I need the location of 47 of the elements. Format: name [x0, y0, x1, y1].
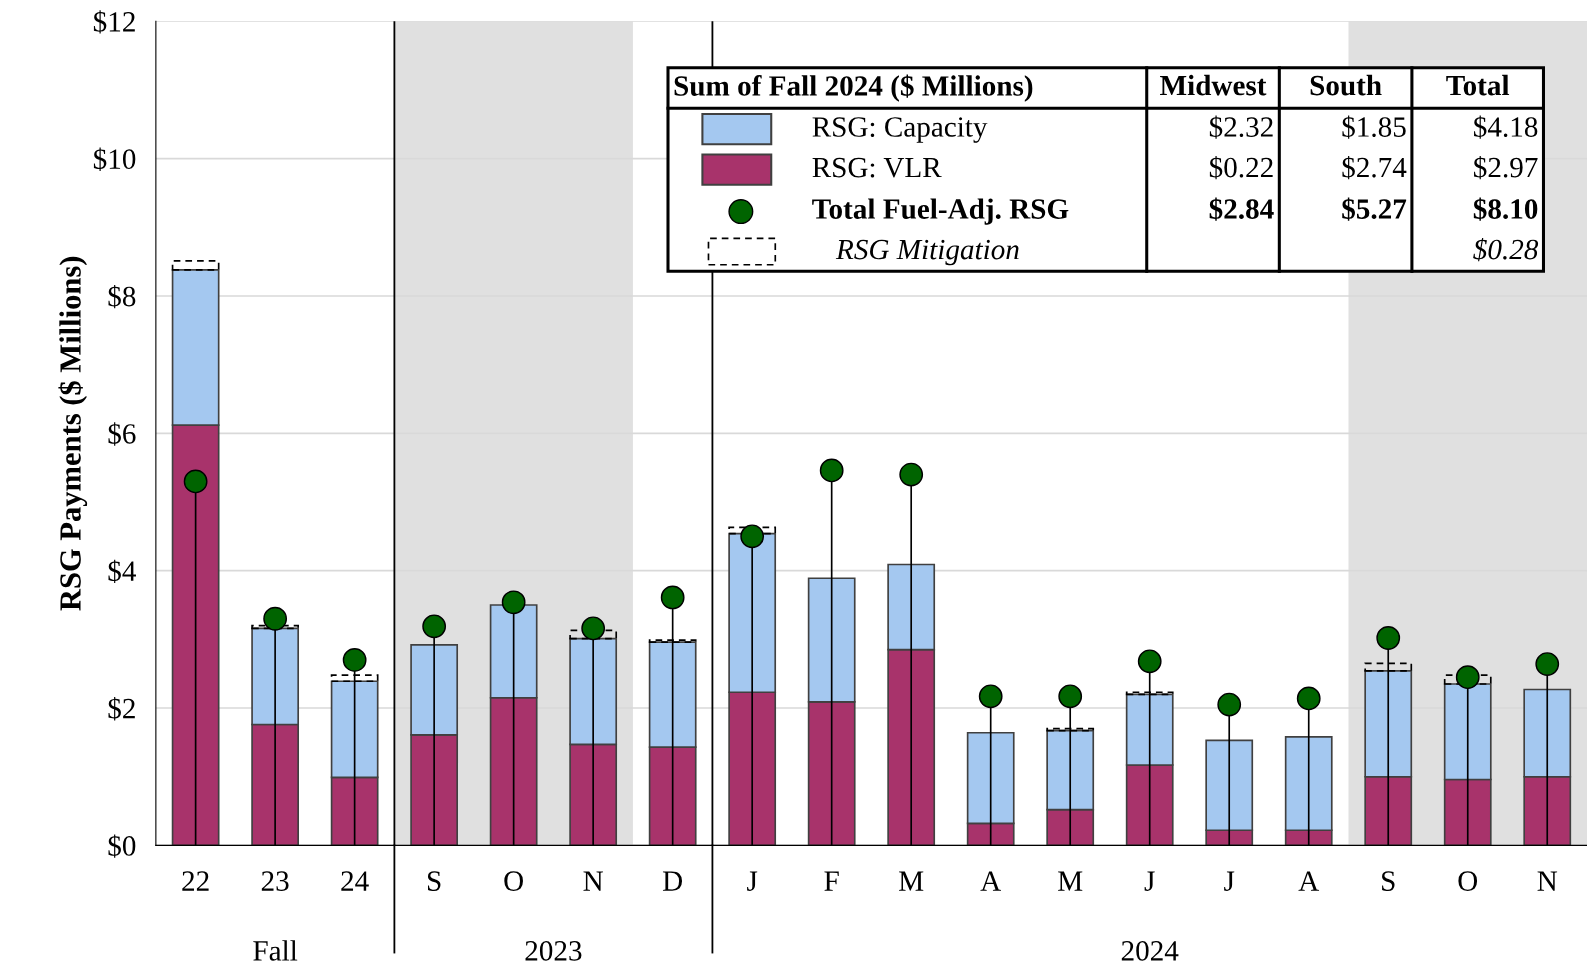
annotation: $0.28: [1473, 237, 1539, 262]
x-tick-label: S: [1382, 871, 1395, 891]
x-tick-label: J: [1144, 871, 1155, 891]
x-tick-label: M: [1058, 871, 1083, 891]
x-tick-label: S: [427, 871, 441, 891]
legend-label: RSG: Capacity: [812, 117, 988, 143]
x-tick-label: N: [583, 871, 604, 891]
annotation: $5.27: [1342, 197, 1407, 221]
annotation: $2.97: [1474, 155, 1538, 180]
legend-label: RSG: VLR: [812, 157, 942, 178]
x-tick-label: N: [1537, 871, 1558, 891]
x-tick-label: 22: [182, 871, 209, 891]
x-tick-label: 23: [261, 871, 289, 891]
y-tick-label: $10: [93, 147, 136, 171]
legend-label: RSG Mitigation: [835, 239, 1019, 266]
y-tick-label: $8: [108, 284, 136, 309]
annotation: South: [1310, 74, 1382, 96]
x-tick-label: 24: [341, 871, 369, 891]
x-tick-label: A: [980, 871, 1002, 891]
y-axis-title: RSG Payments ($ Millions): [58, 256, 88, 611]
annotation: Total: [1446, 74, 1510, 96]
x-tick-label: D: [662, 871, 683, 891]
y-tick-label: $0: [108, 834, 136, 858]
y-tick-label: $4: [108, 559, 136, 584]
x-tick-label: A: [1298, 871, 1320, 891]
legend-label: Total Fuel-Adj. RSG: [812, 198, 1069, 225]
annotation: $8.10: [1473, 197, 1538, 221]
annotation: $2.32: [1209, 115, 1273, 139]
annotation: Midwest: [1160, 74, 1267, 96]
annotation: $2.74: [1342, 155, 1407, 180]
annotation: $0.22: [1209, 155, 1273, 180]
x-tick-label: F: [824, 871, 839, 891]
y-tick-label: $6: [108, 422, 136, 446]
x-tick-label: J: [747, 871, 758, 891]
x-tick-label: M: [899, 871, 924, 891]
text: 2023: [525, 941, 582, 961]
annotation: $1.85: [1342, 115, 1406, 139]
y-tick-label: $2: [108, 697, 135, 721]
y-tick-label: $12: [93, 10, 135, 34]
annotation: Sum of Fall 2024 ($ Millions): [674, 74, 1033, 102]
x-tick-label: O: [504, 871, 523, 891]
annotation: $4.18: [1474, 115, 1538, 139]
x-tick-label: J: [1224, 871, 1235, 891]
annotation: $2.84: [1209, 197, 1274, 221]
text: Fall: [253, 940, 298, 961]
x-tick-label: O: [1458, 871, 1478, 891]
text: 2024: [1121, 941, 1179, 961]
